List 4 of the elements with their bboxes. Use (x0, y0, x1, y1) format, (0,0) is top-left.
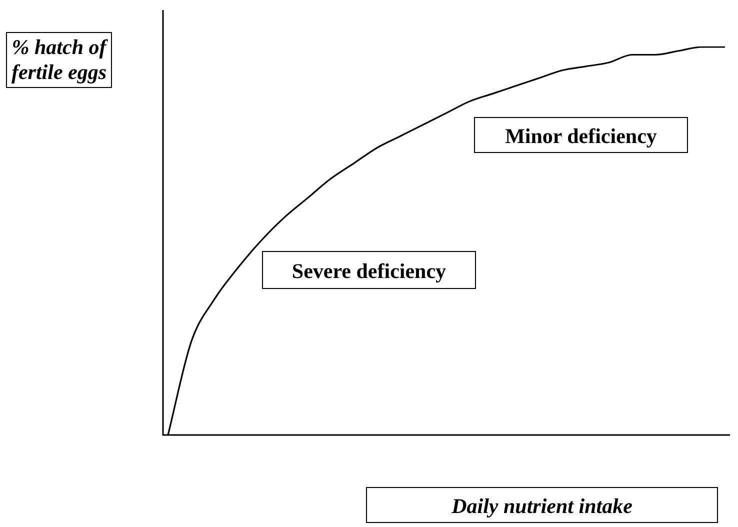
x-axis-title: Daily nutrient intake (366, 487, 718, 523)
annotation: Minor deficiency (474, 117, 688, 153)
y-axis-title: % hatch of fertile eggs (6, 32, 112, 88)
annotation: Severe deficiency (262, 251, 476, 289)
